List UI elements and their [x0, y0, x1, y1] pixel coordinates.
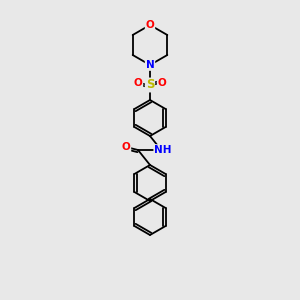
- Text: O: O: [134, 78, 142, 88]
- Text: O: O: [146, 20, 154, 30]
- Text: N: N: [146, 60, 154, 70]
- Text: NH: NH: [154, 145, 172, 155]
- Text: O: O: [122, 142, 130, 152]
- Text: O: O: [158, 78, 166, 88]
- Text: S: S: [146, 79, 154, 92]
